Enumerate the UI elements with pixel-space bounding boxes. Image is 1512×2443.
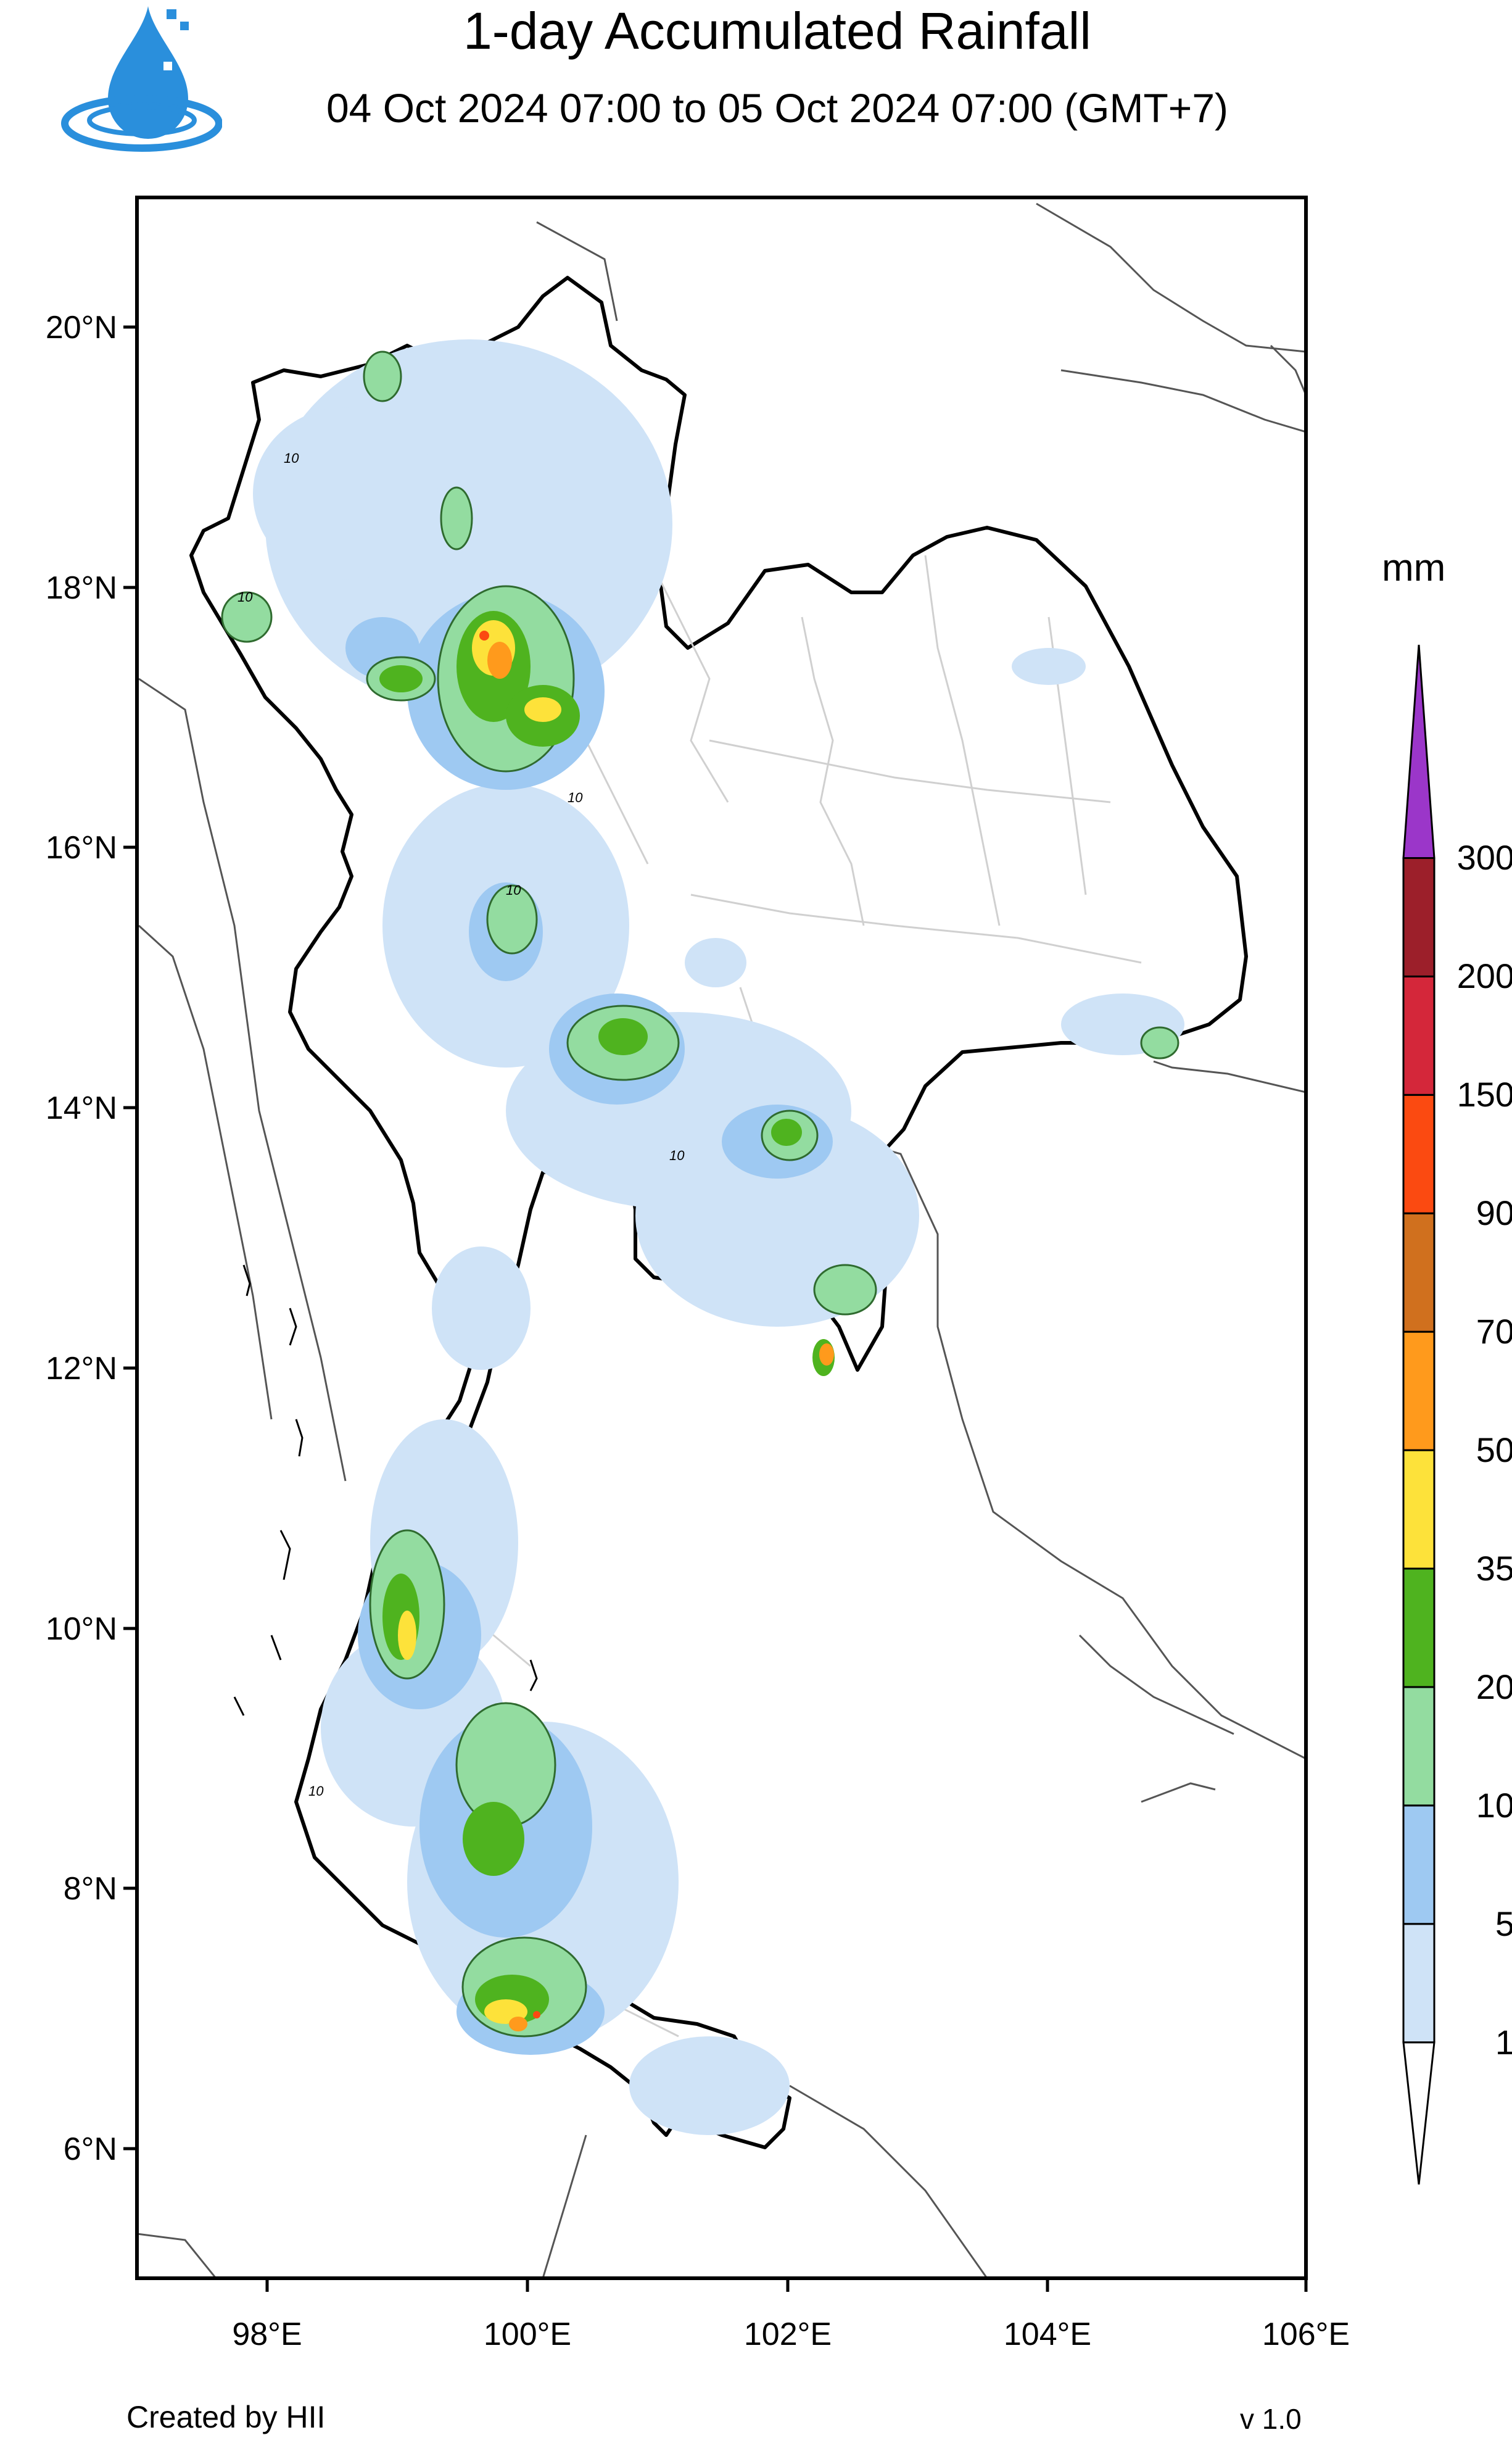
legend-level-label: 10 xyxy=(1476,1785,1512,1825)
legend-level-label: 5 xyxy=(1495,1904,1512,1943)
lat-label: 16°N xyxy=(46,830,117,866)
version-text: v 1.0 xyxy=(1240,2403,1302,2435)
lon-label: 98°E xyxy=(232,2316,302,2352)
legend-swatch xyxy=(1402,1449,1436,1570)
legend-swatch xyxy=(1402,1212,1436,1333)
contour-label: 10 xyxy=(238,589,253,605)
legend-level-label: 90 xyxy=(1476,1193,1512,1233)
legend-level-label: 150 xyxy=(1456,1075,1512,1114)
legend-swatch xyxy=(1402,1567,1436,1688)
contour-label: 10 xyxy=(284,450,299,466)
legend-swatch xyxy=(1402,1804,1436,1925)
lat-label: 6°N xyxy=(64,2131,117,2167)
legend-swatch xyxy=(1402,975,1436,1096)
lon-label: 106°E xyxy=(1262,2316,1350,2352)
islands-outline xyxy=(233,1264,538,1716)
legend-swatch xyxy=(1402,1686,1436,1807)
legend-level-label: 50 xyxy=(1476,1430,1512,1470)
contour-label: 10 xyxy=(568,790,583,805)
lat-label: 18°N xyxy=(46,570,117,606)
lon-label: 102°E xyxy=(744,2316,832,2352)
legend-level-label: 300 xyxy=(1456,838,1512,877)
legend-swatch xyxy=(1402,857,1436,977)
lat-label: 10°N xyxy=(46,1611,117,1647)
water-drop-logo-icon xyxy=(61,6,222,152)
contour-label: 10 xyxy=(308,1783,324,1799)
legend-level-label: 70 xyxy=(1476,1312,1512,1351)
rain-90-150mm-areas xyxy=(479,631,540,2018)
legend-swatch xyxy=(1402,644,1436,859)
lon-label: 104°E xyxy=(1004,2316,1091,2352)
lon-label: 100°E xyxy=(484,2316,571,2352)
legend-swatch xyxy=(1402,1923,1436,2044)
chart-subtitle: 04 Oct 2024 07:00 to 05 Oct 2024 07:00 (… xyxy=(326,85,1229,131)
legend-colorbar xyxy=(1402,644,1436,2185)
neighbour-borders xyxy=(137,202,1306,2278)
legend-swatch xyxy=(1402,2041,1436,2185)
lat-label: 8°N xyxy=(64,1871,117,1907)
legend-swatch xyxy=(1402,1093,1436,1214)
rain-20-35mm-areas xyxy=(379,611,835,2024)
longitude-ticks xyxy=(265,2278,1308,2292)
map-frame xyxy=(135,196,1308,2280)
rain-50-70mm-areas xyxy=(487,642,834,2031)
legend-level-label: 35 xyxy=(1476,1549,1512,1588)
lat-label: 20°N xyxy=(46,310,117,346)
legend-level-label: 1 xyxy=(1495,2022,1512,2062)
contour-label: 10 xyxy=(669,1148,685,1163)
legend-swatch xyxy=(1402,1330,1436,1451)
legend-unit: mm xyxy=(1382,547,1446,589)
legend-level-label: 20 xyxy=(1476,1667,1512,1706)
lat-label: 12°N xyxy=(46,1351,117,1387)
contour-label: 10 xyxy=(506,882,521,898)
legend-level-label: 200 xyxy=(1456,956,1512,996)
credit-text: Created by HII xyxy=(126,2400,326,2434)
lat-label: 14°N xyxy=(46,1090,117,1126)
latitude-ticks xyxy=(123,325,137,2151)
chart-title: 1-day Accumulated Rainfall xyxy=(463,2,1091,60)
